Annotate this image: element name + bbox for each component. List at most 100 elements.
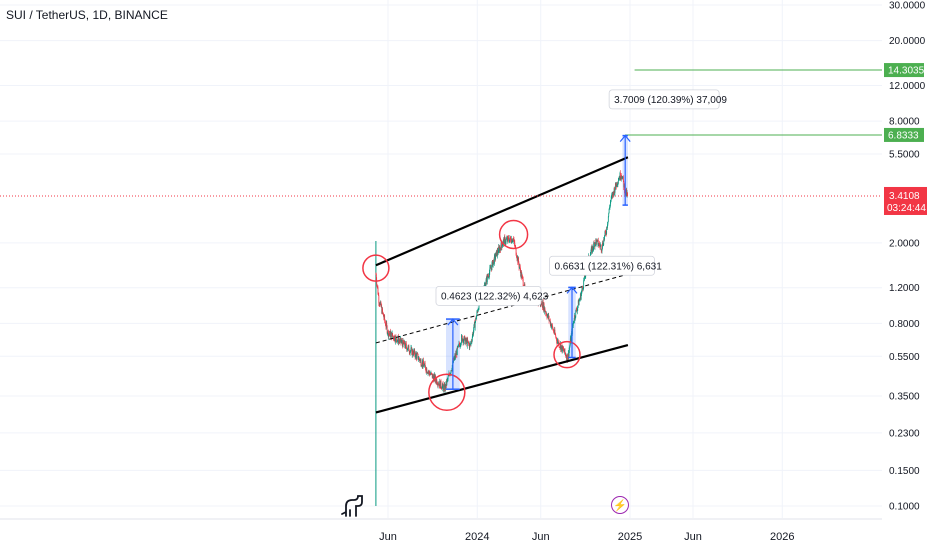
candle <box>602 242 603 249</box>
candle <box>590 252 592 255</box>
candle <box>394 336 396 341</box>
candle <box>544 311 546 312</box>
candle <box>428 370 430 374</box>
candle <box>493 255 495 264</box>
measure-label: 0.6631 (122.31%) 6,631 <box>554 261 662 272</box>
candle <box>578 300 580 306</box>
candle <box>596 240 598 245</box>
candle <box>413 350 414 356</box>
candle <box>597 239 598 241</box>
candle <box>410 347 412 351</box>
candle <box>433 376 434 382</box>
candle <box>385 325 387 327</box>
candle <box>387 333 388 335</box>
candle <box>616 182 618 187</box>
candle <box>450 373 451 374</box>
candle <box>574 315 575 321</box>
candle <box>607 221 609 225</box>
candle <box>454 355 456 358</box>
candle <box>418 359 419 360</box>
candle <box>466 340 467 342</box>
candle <box>398 340 400 342</box>
candle <box>612 191 614 197</box>
marker-circle <box>428 373 466 412</box>
candle <box>564 352 566 354</box>
candle <box>383 316 385 319</box>
candle <box>509 236 511 240</box>
candle <box>415 354 417 359</box>
candle <box>553 329 555 333</box>
candle <box>616 182 618 186</box>
candle <box>395 336 397 340</box>
candle <box>400 337 401 340</box>
candle <box>401 340 403 342</box>
candle <box>500 248 502 251</box>
candle <box>564 348 566 353</box>
candle <box>583 280 585 288</box>
candle <box>602 242 604 246</box>
candle <box>457 346 459 348</box>
candle <box>503 239 504 241</box>
candle <box>623 184 625 188</box>
time-tick-label: 2024 <box>465 531 489 543</box>
candle <box>516 255 517 258</box>
candle <box>499 247 500 252</box>
candle <box>599 245 601 247</box>
candle <box>385 322 387 327</box>
measure-label-box <box>608 89 720 110</box>
price-tick-label: 5.5000 <box>889 150 920 161</box>
candle <box>613 188 615 195</box>
candle <box>435 380 437 383</box>
candle <box>394 340 396 342</box>
candle <box>545 313 547 315</box>
candle <box>422 361 424 367</box>
candle <box>396 340 398 343</box>
candle <box>495 256 497 259</box>
candle <box>383 315 385 319</box>
candle <box>465 338 467 341</box>
candle <box>620 176 622 179</box>
candle <box>423 360 424 365</box>
candle <box>605 231 607 234</box>
candle <box>410 350 411 352</box>
candle <box>501 245 503 248</box>
candle <box>402 343 404 348</box>
candle <box>400 337 402 343</box>
candle <box>421 361 423 366</box>
candle <box>393 336 395 340</box>
candle <box>515 246 517 248</box>
candle <box>514 239 515 244</box>
candle <box>581 287 583 291</box>
candle <box>565 353 567 357</box>
candle <box>472 332 474 335</box>
candle <box>557 340 559 342</box>
candle <box>404 346 406 348</box>
candle <box>569 347 570 351</box>
candle <box>599 243 600 246</box>
candle <box>395 336 397 337</box>
candle <box>470 341 472 344</box>
candle <box>401 340 403 344</box>
candle <box>516 257 518 259</box>
candle <box>505 239 507 243</box>
candle <box>626 189 628 196</box>
candle <box>381 308 383 314</box>
candle <box>485 279 487 285</box>
candle <box>601 248 603 252</box>
candle <box>597 240 599 246</box>
candle <box>412 350 414 355</box>
candle <box>405 342 406 348</box>
candle <box>611 195 613 197</box>
lightning-icon[interactable]: ⚡ <box>611 496 629 514</box>
candle <box>408 351 410 353</box>
candle <box>476 315 477 320</box>
candle <box>419 359 421 362</box>
candle <box>375 274 377 275</box>
price-tick-label: 30.0000 <box>889 1 926 12</box>
candle <box>609 207 610 209</box>
candle <box>471 340 473 342</box>
candle <box>384 320 386 323</box>
measure-arrowhead <box>447 318 459 326</box>
candle <box>566 356 567 360</box>
